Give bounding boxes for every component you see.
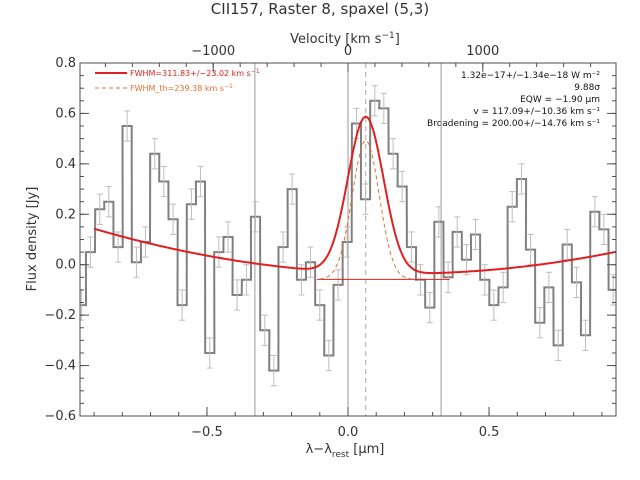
y-tick-label: 0.8: [55, 56, 76, 71]
error-bar-41: [454, 216, 461, 248]
velocity-tick-label: −1000: [191, 44, 235, 59]
error-bar-28: [335, 269, 342, 301]
error-bar-10: [170, 203, 177, 235]
legend-fwhm-th-exponent: −1: [224, 83, 233, 90]
error-bar-38: [426, 291, 433, 324]
error-bar-54: [573, 266, 580, 298]
legend-fwhm: FWHM=311.83+/−23.02 km s−1: [130, 68, 260, 78]
y-tick-label: 0.6: [55, 106, 76, 121]
error-bar-5: [124, 110, 131, 142]
chart-title: CII157, Raster 8, spaxel (5,3): [211, 0, 429, 18]
error-bar-2: [96, 193, 103, 225]
error-bar-35: [399, 170, 406, 203]
legend-fwhm-text: FWHM=311.83+/−23.02 km s: [130, 69, 251, 78]
velocity-tick-label: 1000: [466, 44, 499, 59]
error-bar-27: [325, 339, 332, 372]
fit-curve: [93, 115, 616, 275]
error-bar-12: [188, 188, 195, 220]
thermal-profile-curve: [319, 140, 413, 280]
y-tick-label: −0.4: [44, 359, 76, 374]
y-tick-label: 0.2: [55, 207, 76, 222]
velocity-tick-label: 0: [344, 44, 352, 59]
error-bar-24: [298, 264, 305, 296]
error-bar-25: [307, 246, 314, 278]
y-tick-label: 0.0: [55, 258, 76, 273]
error-bar-33: [380, 92, 387, 125]
y-tick-label: −0.2: [44, 308, 76, 323]
error-bar-9: [160, 165, 167, 198]
error-bar-42: [463, 244, 470, 276]
y-tick-label: 0.4: [55, 157, 76, 172]
x-axis-label-subscript: rest: [332, 450, 350, 460]
error-bar-46: [500, 271, 507, 304]
error-bar-22: [280, 231, 287, 263]
error-bar-4: [115, 231, 122, 263]
error-bar-55: [582, 319, 589, 351]
error-bar-51: [545, 271, 552, 304]
error-bar-17: [234, 279, 241, 311]
annotation-significance: 9.88σ: [574, 83, 600, 93]
error-bar-39: [435, 206, 442, 238]
x-axis-label-text: λ−λ: [306, 442, 333, 457]
error-bar-13: [197, 165, 204, 198]
x-tick-label: −0.5: [191, 425, 223, 440]
y-tick-label: −0.6: [44, 409, 76, 424]
error-bar-19: [252, 201, 259, 233]
error-bar-47: [509, 191, 516, 223]
error-bar-48: [518, 163, 525, 195]
error-bar-11: [179, 289, 186, 321]
error-bar-18: [243, 264, 250, 296]
x-axis-label-unit: [μm]: [349, 442, 384, 457]
x-tick-label: 0.5: [479, 425, 500, 440]
error-bar-43: [472, 218, 479, 251]
error-bar-8: [151, 138, 158, 170]
x-tick-label: 0.0: [338, 425, 359, 440]
top-axis-label-exponent: −1: [381, 31, 394, 41]
legend-fwhm-th: FWHM_th=239.38 km s−1: [130, 83, 233, 93]
annotation-flux: 1.32e−17+/−1.34e−18 W m⁻²: [461, 71, 600, 81]
annotation-velocity: v = 117.09+/−10.36 km s⁻¹: [473, 107, 600, 117]
error-bar-20: [261, 314, 268, 346]
top-axis-label-text: Velocity [km s: [290, 32, 382, 47]
error-bar-56: [591, 196, 598, 228]
y-axis-label: Flux density [Jy]: [25, 187, 40, 292]
error-bar-6: [133, 246, 140, 278]
error-bar-37: [417, 264, 424, 296]
error-bar-52: [555, 329, 562, 362]
error-bar-40: [445, 261, 452, 293]
error-bar-15: [215, 236, 222, 268]
annotation-broadening: Broadening = 200.00+/−14.76 km s⁻¹: [427, 119, 600, 129]
error-bar-34: [390, 138, 397, 170]
plot-area: [80, 85, 616, 387]
x-axis-label: λ−λrest [μm]: [306, 442, 385, 460]
top-axis-label-end: ]: [395, 32, 400, 47]
error-bar-21: [270, 354, 277, 387]
error-bar-32: [371, 85, 378, 117]
error-bar-36: [408, 231, 415, 263]
annotation-eqw: EQW = −1.90 μm: [520, 95, 600, 105]
error-bar-23: [289, 173, 296, 205]
error-bar-26: [316, 289, 323, 321]
error-bar-14: [206, 337, 213, 369]
error-bar-16: [225, 221, 232, 253]
error-bar-50: [536, 307, 543, 339]
error-bar-31: [362, 183, 369, 215]
top-axis-label: Velocity [km s−1]: [290, 31, 400, 47]
error-bar-3: [105, 186, 112, 218]
error-bar-45: [490, 289, 497, 321]
legend-fwhm-th-text: FWHM_th=239.38 km s: [130, 84, 224, 93]
error-bar-57: [600, 213, 607, 246]
error-bar-1: [87, 236, 94, 268]
